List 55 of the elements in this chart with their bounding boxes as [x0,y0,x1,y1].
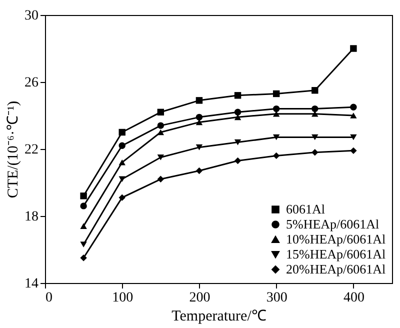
y-axis-title: CTE/(10⁻⁶·℃⁻¹) [6,100,22,198]
point [272,90,280,98]
point [234,92,242,99]
point [312,134,318,140]
point [157,122,164,129]
point [350,104,357,110]
point [312,105,318,112]
legend-label: 20%HEAp/6061Al [286,262,386,276]
point [196,119,203,126]
point [234,114,242,120]
legend-label: 15%HEAp/6061Al [286,246,386,262]
point [196,167,203,174]
legend-label: 5%HEAp/6061Al [286,216,380,232]
point [234,108,242,116]
point [350,45,357,52]
point [80,202,87,210]
y-tick-label: 22 [24,142,38,158]
point [312,148,318,156]
point [157,108,164,116]
point [272,152,280,160]
point [118,194,126,201]
x-tick-label: 400 [343,290,364,306]
x-axis-title: Temperature/℃ [172,308,266,324]
point [157,129,164,136]
point [272,105,280,112]
point [118,176,126,182]
point [312,87,318,94]
point [80,192,87,200]
x-tick-label: 0 [46,290,52,306]
point [118,159,126,166]
point [196,114,203,121]
y-tick-label: 26 [24,76,38,90]
point [196,97,203,104]
point [196,144,203,150]
point [234,157,242,164]
point [350,134,357,140]
legend-label: 10%HEAp/6061Al [286,232,386,246]
point [118,142,126,149]
point [118,128,126,136]
y-tick-label: 30 [24,8,38,24]
point [234,139,242,146]
point [350,147,357,154]
point [157,154,164,160]
x-tick-label: 100 [112,290,134,306]
y-tick-label: 18 [24,210,38,224]
point [350,112,357,118]
point [80,242,87,248]
point [80,254,87,262]
y-tick-label: 14 [24,276,38,292]
x-tick-label: 200 [189,290,210,306]
x-tick-label: 300 [266,290,288,306]
legend-label: 6061Al [286,202,326,216]
point [272,134,280,140]
point [157,176,164,183]
point [80,223,87,229]
